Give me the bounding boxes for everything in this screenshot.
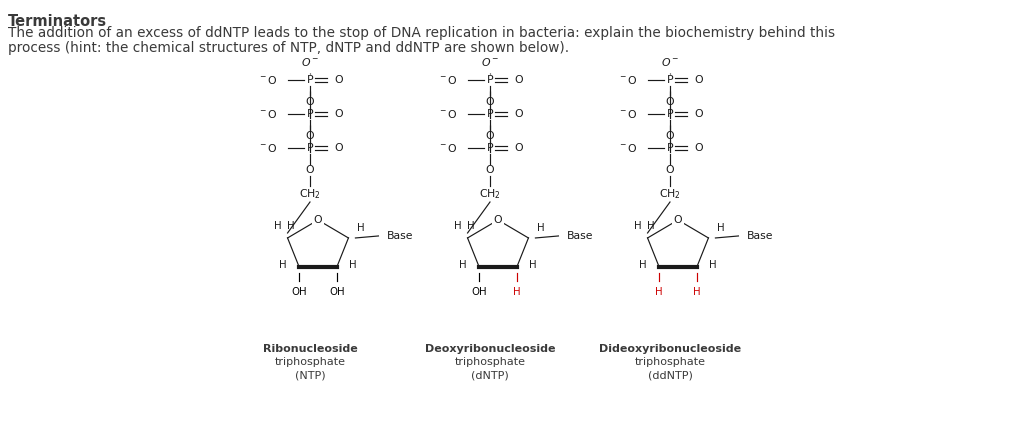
- Text: O: O: [334, 143, 343, 153]
- Text: P: P: [306, 109, 313, 119]
- Text: $O^-$: $O^-$: [660, 56, 678, 68]
- Text: Ribonucleoside: Ribonucleoside: [263, 344, 357, 354]
- Text: H: H: [356, 223, 364, 233]
- Text: P: P: [666, 109, 672, 119]
- Text: The addition of an excess of ddNTP leads to the stop of DNA replication in bacte: The addition of an excess of ddNTP leads…: [8, 26, 834, 40]
- Text: P: P: [486, 109, 492, 119]
- Text: O: O: [305, 131, 314, 141]
- Text: $^-$O: $^-$O: [258, 142, 278, 154]
- Text: O: O: [313, 215, 321, 225]
- Text: H: H: [655, 287, 662, 297]
- Text: Base: Base: [386, 231, 412, 241]
- Text: H: H: [453, 221, 461, 231]
- Text: process (hint: the chemical structures of NTP, dNTP and ddNTP are shown below).: process (hint: the chemical structures o…: [8, 41, 568, 55]
- Text: H: H: [639, 260, 646, 270]
- Text: O: O: [514, 143, 522, 153]
- Text: O: O: [665, 131, 673, 141]
- Text: $^-$O: $^-$O: [438, 74, 458, 86]
- Text: (dNTP): (dNTP): [471, 370, 509, 380]
- Text: P: P: [486, 143, 492, 153]
- Text: H: H: [349, 260, 356, 270]
- Text: H: H: [536, 223, 544, 233]
- Text: H: H: [709, 260, 716, 270]
- Text: Terminators: Terminators: [8, 14, 107, 29]
- Text: Deoxyribonucleoside: Deoxyribonucleoside: [425, 344, 555, 354]
- Text: P: P: [666, 75, 672, 85]
- Text: triphosphate: triphosphate: [274, 357, 345, 367]
- Text: $^-$O: $^-$O: [618, 108, 637, 120]
- Text: P: P: [306, 75, 313, 85]
- Text: Dideoxyribonucleoside: Dideoxyribonucleoside: [599, 344, 740, 354]
- Text: CH$_2$: CH$_2$: [478, 187, 500, 201]
- Text: H: H: [274, 221, 281, 231]
- Text: H: H: [693, 287, 700, 297]
- Text: O: O: [665, 97, 673, 107]
- Text: O: O: [665, 165, 673, 175]
- Text: P: P: [306, 143, 313, 153]
- Text: O: O: [673, 215, 681, 225]
- Text: O: O: [694, 109, 702, 119]
- Text: $^-$O: $^-$O: [438, 142, 458, 154]
- Text: (NTP): (NTP): [294, 370, 325, 380]
- Text: OH: OH: [329, 287, 345, 297]
- Text: O: O: [305, 97, 314, 107]
- Text: CH$_2$: CH$_2$: [658, 187, 680, 201]
- Text: H: H: [716, 223, 724, 233]
- Text: H: H: [633, 221, 641, 231]
- Text: O: O: [514, 75, 522, 85]
- Text: O: O: [334, 109, 343, 119]
- Text: $O^-$: $O^-$: [480, 56, 498, 68]
- Text: OH: OH: [471, 287, 486, 297]
- Text: P: P: [486, 75, 492, 85]
- Text: H: H: [513, 287, 520, 297]
- Text: P: P: [666, 143, 672, 153]
- Text: H: H: [466, 221, 474, 231]
- Text: H: H: [646, 221, 654, 231]
- Text: O: O: [485, 131, 493, 141]
- Text: O: O: [485, 97, 493, 107]
- Text: $^-$O: $^-$O: [618, 142, 637, 154]
- Text: (ddNTP): (ddNTP): [647, 370, 692, 380]
- Text: O: O: [514, 109, 522, 119]
- Text: O: O: [485, 165, 493, 175]
- Text: $^-$O: $^-$O: [258, 108, 278, 120]
- Text: Base: Base: [566, 231, 592, 241]
- Text: H: H: [459, 260, 466, 270]
- Text: triphosphate: triphosphate: [634, 357, 705, 367]
- Text: $O^-$: $O^-$: [300, 56, 318, 68]
- Text: triphosphate: triphosphate: [454, 357, 525, 367]
- Text: H: H: [286, 221, 294, 231]
- Text: CH$_2$: CH$_2$: [299, 187, 320, 201]
- Text: H: H: [279, 260, 287, 270]
- Text: O: O: [334, 75, 343, 85]
- Text: $^-$O: $^-$O: [438, 108, 458, 120]
- Text: O: O: [493, 215, 501, 225]
- Text: OH: OH: [291, 287, 306, 297]
- Text: O: O: [694, 75, 702, 85]
- Text: O: O: [694, 143, 702, 153]
- Text: Base: Base: [746, 231, 772, 241]
- Text: O: O: [305, 165, 314, 175]
- Text: $^-$O: $^-$O: [618, 74, 637, 86]
- Text: $^-$O: $^-$O: [258, 74, 278, 86]
- Text: H: H: [529, 260, 536, 270]
